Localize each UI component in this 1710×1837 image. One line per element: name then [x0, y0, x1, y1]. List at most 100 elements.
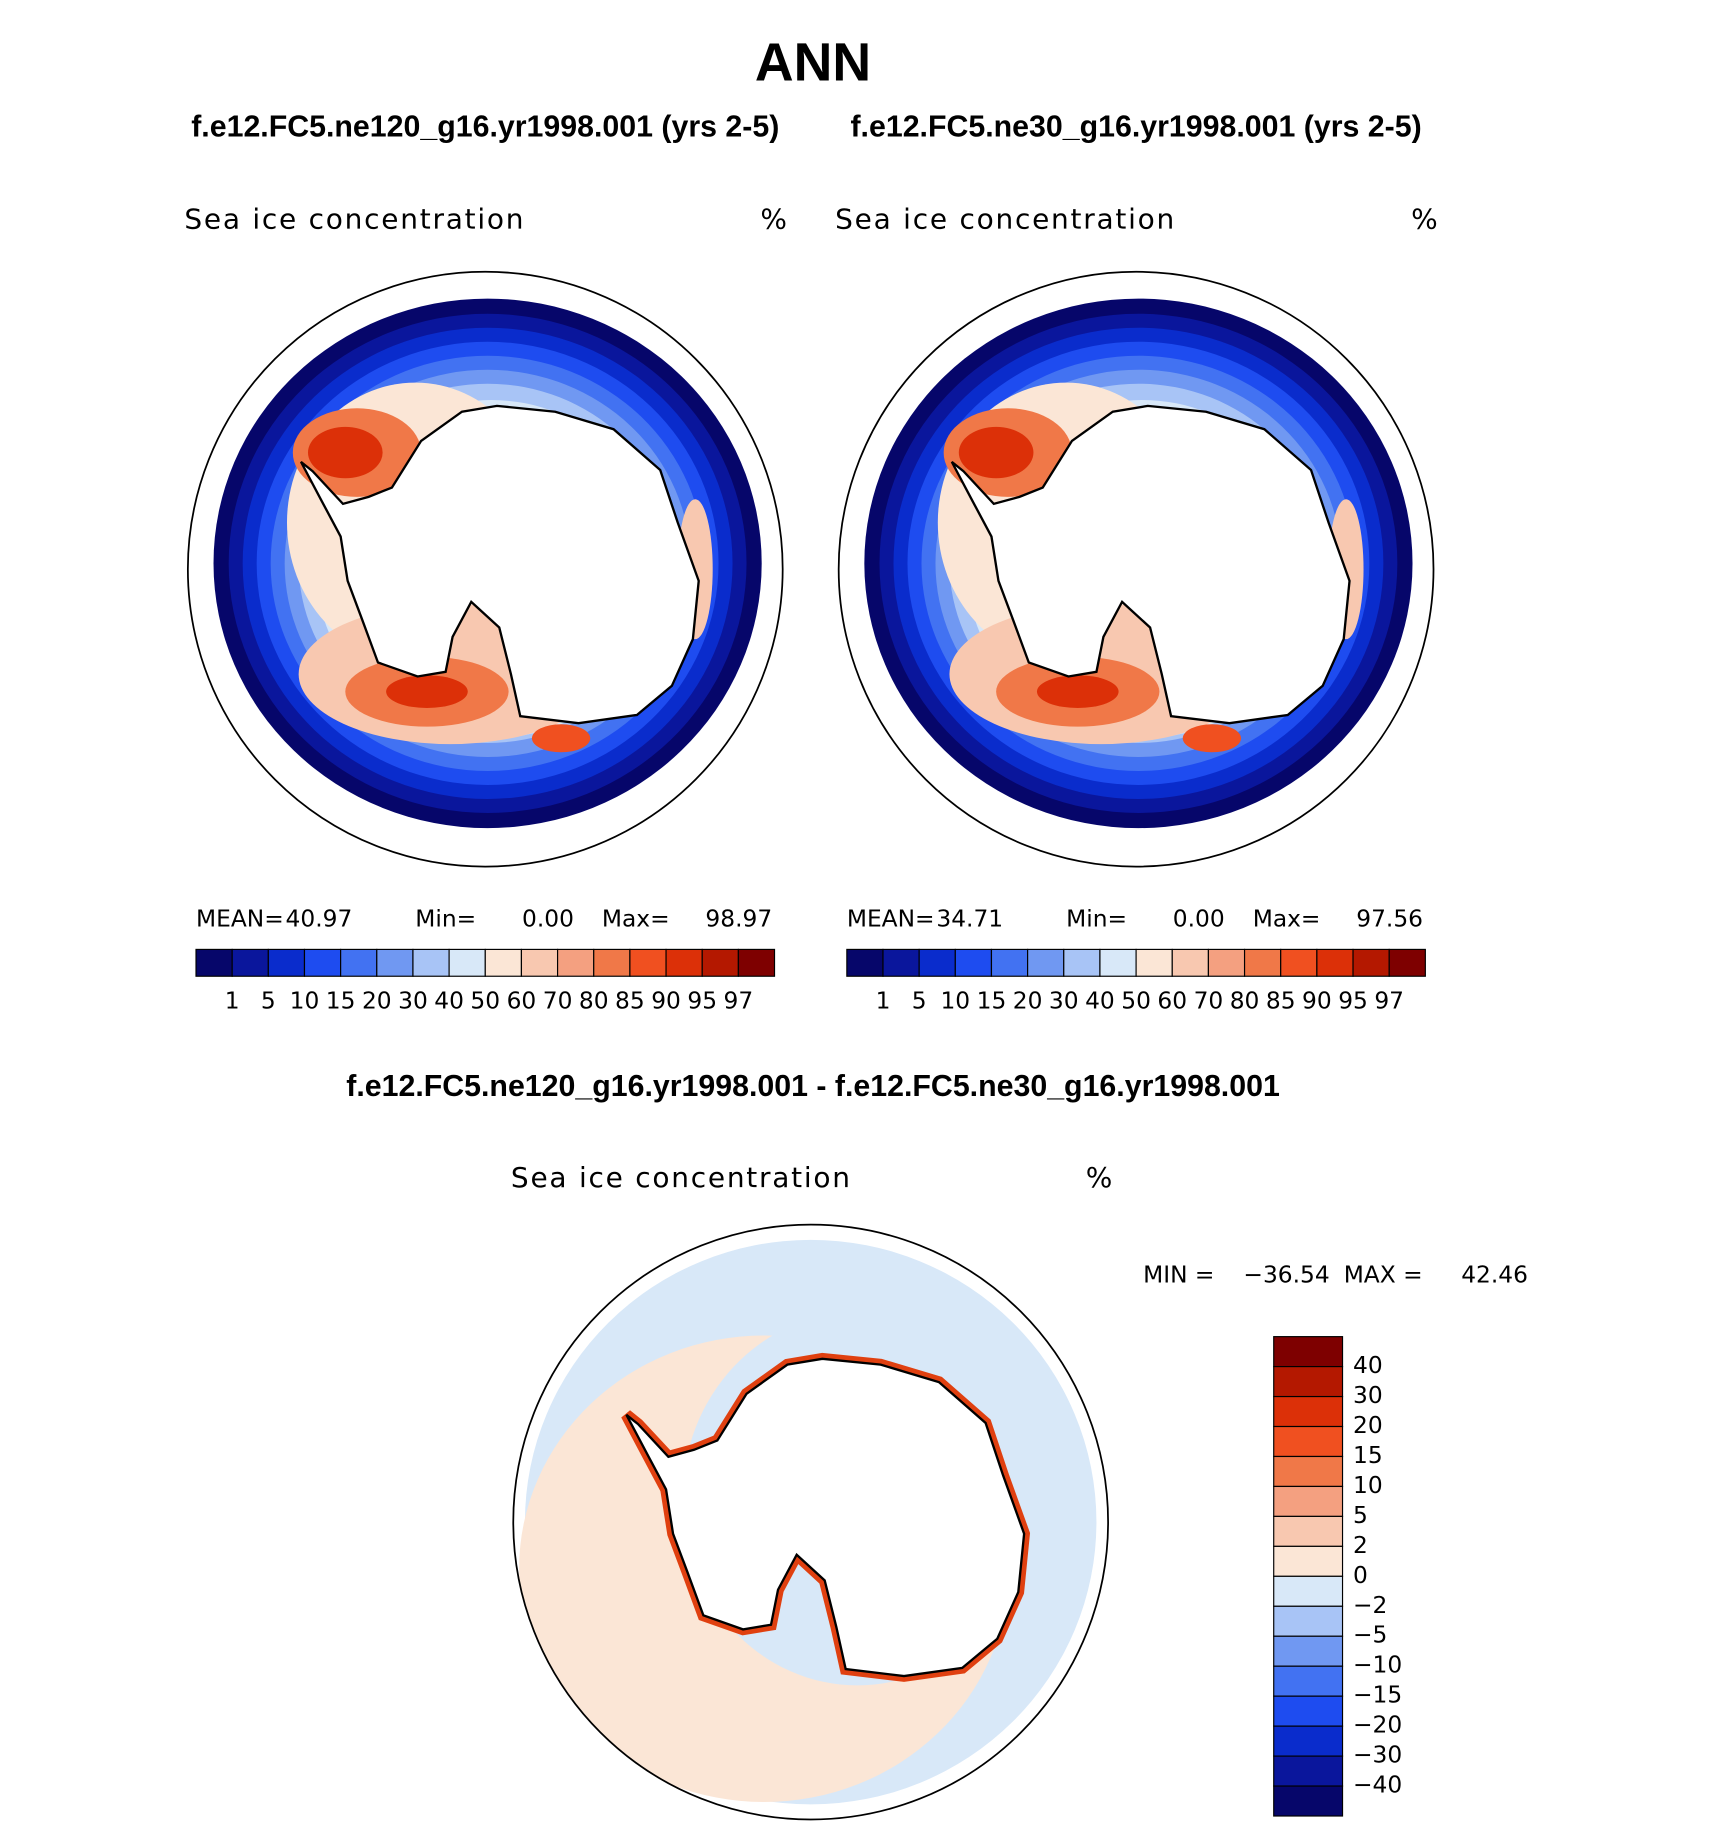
colorbar-label: −30 — [1353, 1742, 1402, 1769]
colorbar-box — [1273, 1336, 1344, 1368]
ice-patch — [531, 724, 591, 753]
colorbar-label: −20 — [1353, 1712, 1402, 1739]
stat-text: MAX = — [1344, 1261, 1423, 1288]
colorbar-box — [412, 948, 450, 977]
colorbar-box — [990, 948, 1029, 977]
colorbar-label: 15 — [1353, 1442, 1383, 1469]
colorbar-label: 85 — [1266, 987, 1296, 1014]
colorbar-label: 60 — [1157, 987, 1187, 1014]
stat-text: 42.46 — [1461, 1261, 1528, 1288]
colorbar-box — [1135, 948, 1173, 977]
colorbar-label: 30 — [398, 987, 428, 1014]
colorbar-box — [1316, 948, 1354, 977]
colorbar-label: 70 — [543, 987, 573, 1014]
map — [512, 1223, 1109, 1821]
panel-units: % — [1086, 1161, 1114, 1194]
colorbar-label: 95 — [1338, 987, 1368, 1014]
colorbar-box — [1273, 1665, 1344, 1697]
stat-text: 34.71 — [936, 906, 1003, 933]
colorbar-label: 40 — [1085, 987, 1115, 1014]
colorbar-label: 40 — [434, 987, 464, 1014]
colorbar-box — [665, 948, 703, 977]
maps — [186, 270, 1435, 1821]
colorbar-label: 0 — [1353, 1562, 1368, 1589]
stat-text: 97.56 — [1356, 906, 1423, 933]
colorbar-box — [1099, 948, 1137, 977]
colorbar-box — [1171, 948, 1209, 977]
colorbar-box — [1273, 1575, 1344, 1607]
colorbar-box — [267, 948, 306, 977]
panel-label: Sea ice concentration — [511, 1161, 852, 1194]
colorbar-box — [1273, 1635, 1344, 1667]
stat-text: Max= — [602, 906, 670, 933]
colorbar-box — [1280, 948, 1318, 977]
colorbar-label: 5 — [261, 987, 276, 1014]
map-border — [837, 270, 1435, 868]
colorbar-label: 15 — [326, 987, 356, 1014]
panel-label: Sea ice concentration — [835, 202, 1176, 235]
panel-label: Sea ice concentration — [184, 202, 525, 235]
colorbar-box — [882, 948, 920, 977]
ice-patch — [958, 426, 1034, 479]
colorbar-box — [1352, 948, 1390, 977]
figure-title: ANN — [755, 33, 871, 93]
colorbar-box — [1273, 1725, 1344, 1757]
colorbar-box — [484, 948, 523, 977]
stat-text: 40.97 — [286, 906, 353, 933]
continent — [950, 404, 1351, 725]
continent — [299, 404, 700, 725]
colorbar-label: 1 — [225, 987, 240, 1014]
colorbar-box — [629, 948, 667, 977]
colorbar-label: 50 — [1121, 987, 1151, 1014]
colorbar-box — [1273, 1455, 1344, 1488]
map — [186, 270, 784, 868]
colorbar-label: 1 — [876, 987, 891, 1014]
colorbar-label: −10 — [1353, 1652, 1402, 1679]
colorbar-box — [195, 948, 233, 977]
colorbar-box — [448, 948, 486, 977]
colorbar-box — [1273, 1395, 1344, 1428]
colorbar-box — [1273, 1695, 1344, 1727]
colorbar-box — [1273, 1755, 1344, 1787]
colorbar-label: 5 — [1353, 1502, 1368, 1529]
colorbar-box — [1388, 948, 1426, 977]
colorbar-label: 20 — [1353, 1412, 1383, 1439]
colorbar-label: −40 — [1353, 1772, 1402, 1799]
colorbar-label: 2 — [1353, 1532, 1368, 1559]
colorbar-label: 90 — [1302, 987, 1332, 1014]
stat-text: 0.00 — [522, 906, 574, 933]
difference-title: f.e12.FC5.ne120_g16.yr1998.001 - f.e12.F… — [346, 1070, 1280, 1103]
colorbar-label: 90 — [651, 987, 681, 1014]
colorbar-box — [701, 948, 739, 977]
colorbar-label: −5 — [1353, 1622, 1387, 1649]
colorbar-label: 10 — [290, 987, 320, 1014]
colorbar-label: 30 — [1353, 1382, 1383, 1409]
colorbar-label: 80 — [579, 987, 609, 1014]
colorbar-box — [954, 948, 993, 977]
colorbar-box — [1063, 948, 1101, 977]
subtitle: f.e12.FC5.ne120_g16.yr1998.001 (yrs 2-5) — [191, 110, 779, 143]
colorbar-box — [1273, 1785, 1344, 1817]
stat-text: Min= — [1066, 906, 1127, 933]
colorbar-box — [231, 948, 269, 977]
colorbar-label: 15 — [977, 987, 1007, 1014]
colorbar-box — [1273, 1366, 1344, 1398]
colorbar-box — [593, 948, 631, 977]
colorbar-label: 97 — [724, 987, 754, 1014]
ice-patch — [1036, 675, 1119, 708]
stat-text: MEAN= — [847, 906, 935, 933]
colorbar-box — [846, 948, 884, 977]
map — [837, 270, 1435, 868]
continent — [625, 1357, 1026, 1678]
colorbar-label: −15 — [1353, 1682, 1402, 1709]
stat-text: Max= — [1253, 906, 1321, 933]
colorbar-label: 60 — [507, 987, 537, 1014]
ice-patch — [386, 675, 468, 708]
colorbar-box — [1273, 1605, 1344, 1637]
colorbar-box — [1027, 948, 1065, 977]
colorbar-label: 30 — [1049, 987, 1079, 1014]
colorbar-box — [737, 948, 776, 977]
stat-text: 0.00 — [1173, 906, 1225, 933]
colorbar-label: 20 — [1013, 987, 1043, 1014]
